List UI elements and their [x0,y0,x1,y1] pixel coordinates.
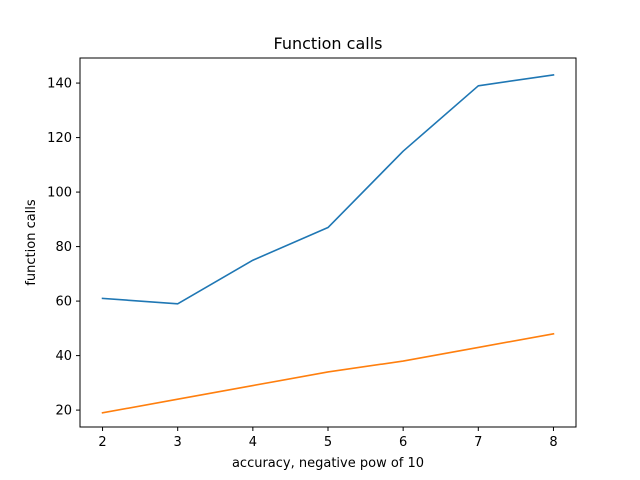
chart-title: Function calls [274,34,383,53]
y-tick-label: 20 [55,404,72,419]
series-line-1 [101,73,555,305]
x-tick-label: 2 [98,435,106,450]
x-tick-label: 6 [399,435,407,450]
y-tick-label: 100 [47,186,72,201]
x-tick-label: 8 [549,435,557,450]
x-tick-label: 3 [174,435,182,450]
series-layer [101,73,555,414]
y-axis-label: function calls [24,199,39,286]
x-axis-label: accuracy, negative pow of 10 [232,456,424,471]
y-tick-label: 140 [47,77,72,92]
y-tick-label: 120 [47,131,72,146]
ticks-layer: 2 3 4 5 6 7 8 20 40 60 80 100 120 140 [47,77,557,450]
y-tick-label: 60 [55,295,72,310]
plot-frame [79,57,577,428]
x-tick-label: 7 [474,435,482,450]
y-tick-label: 40 [55,349,72,364]
x-tick-label: 4 [249,435,257,450]
series-line-2 [101,332,555,414]
y-tick-label: 80 [55,240,72,255]
x-tick-label: 5 [324,435,332,450]
